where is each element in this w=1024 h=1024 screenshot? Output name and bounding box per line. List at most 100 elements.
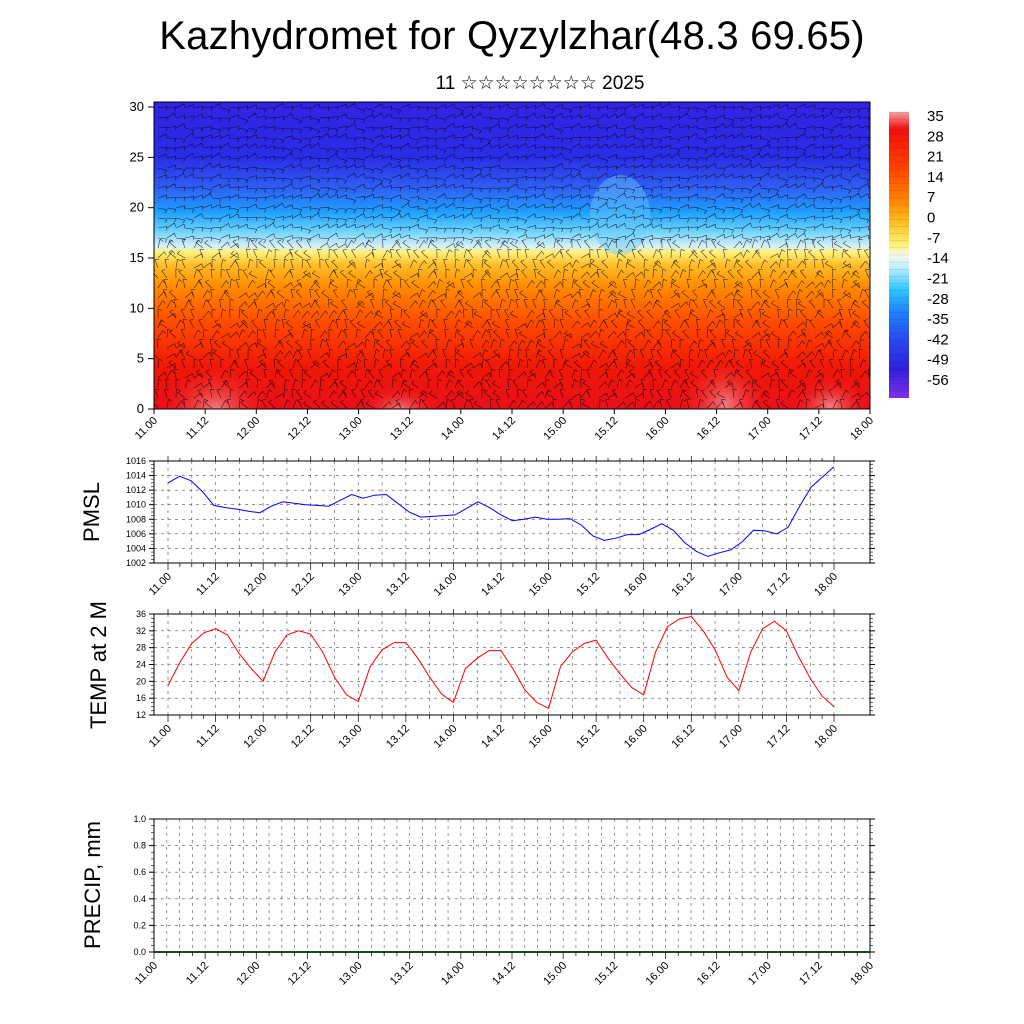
wind-barb [202, 146, 212, 149]
wind-barb [598, 165, 608, 169]
wind-barb [690, 312, 699, 319]
wind-barb [454, 310, 460, 319]
wind-barb-flag [552, 173, 554, 178]
wind-barb [458, 300, 465, 309]
wind-barb [616, 269, 622, 279]
wind-barb-flag [725, 328, 730, 331]
wind-barb-flag [833, 240, 838, 244]
wind-barb [355, 341, 363, 349]
wind-barb [391, 134, 401, 139]
wind-barb-flag [222, 340, 226, 344]
wind-barb-flag [465, 320, 469, 324]
wind-barb-flag [687, 108, 690, 112]
wind-barb-flag [696, 328, 701, 331]
wind-barb-flag [182, 169, 186, 174]
wind-barb-flag [316, 280, 319, 285]
wind-barb-flag [399, 233, 401, 238]
wind-barb [259, 361, 267, 369]
wind-barb-flag [796, 146, 798, 151]
wind-barb [204, 242, 213, 249]
wind-barb [463, 259, 467, 269]
wind-barb-flag [264, 188, 267, 193]
wind-barb [220, 117, 231, 119]
wind-barb [337, 310, 344, 319]
wind-barb [456, 392, 465, 399]
wind-barb [492, 383, 501, 389]
wind-barb-flag [799, 309, 804, 312]
wind-barb-flag [381, 233, 383, 238]
wind-barb [832, 144, 842, 149]
wind-barb [543, 329, 546, 339]
wind-barb-flag [326, 168, 330, 173]
wind-barb [679, 164, 689, 169]
wind-barb [244, 359, 249, 369]
wind-barb [382, 249, 388, 259]
wind-barb [706, 309, 711, 319]
wind-barb-flag [498, 368, 503, 371]
wind-barb-flag [674, 379, 678, 383]
wind-barb [283, 299, 287, 309]
wind-barb [841, 177, 851, 181]
wind-barb-flag [327, 207, 330, 212]
wind-barb [652, 400, 659, 409]
wind-barb-flag [328, 298, 333, 301]
wind-barb-flag [580, 398, 585, 401]
wind-barb [229, 166, 239, 169]
wind-barb-flag [326, 352, 329, 357]
wind-barb-flag [484, 239, 489, 242]
wind-barb-flag [641, 139, 645, 144]
wind-barb-flag [393, 270, 398, 274]
wind-barb [564, 333, 573, 339]
wind-barb [289, 269, 294, 279]
wind-barb-flag [493, 339, 498, 342]
wind-barb-flag [710, 289, 715, 291]
wind-barb [519, 333, 528, 339]
wind-barb-flag [543, 333, 545, 338]
wind-barb [816, 272, 825, 279]
wind-barb [805, 136, 815, 139]
wind-barb [184, 127, 194, 131]
wind-barb-flag [219, 198, 222, 203]
wind-barb [742, 215, 752, 219]
wind-barb-flag [773, 269, 777, 273]
wind-barb [544, 185, 554, 189]
wind-barb-flag [564, 360, 568, 364]
wind-barb-flag [192, 208, 195, 213]
wind-barb-flag [330, 400, 335, 403]
wind-barb [733, 281, 741, 289]
wind-barb-flag [214, 339, 218, 343]
wind-barb-flag [435, 338, 440, 341]
wind-barb-flag [741, 118, 744, 123]
wind-barb-flag [290, 179, 294, 184]
wind-barb [193, 237, 203, 240]
wind-barb-flag [257, 340, 262, 344]
wind-barb [522, 390, 528, 399]
wind-barb-flag [303, 270, 307, 274]
wind-barb [282, 319, 285, 329]
cs-y-tick-label: 15 [130, 250, 144, 265]
wind-barb-flag [630, 299, 635, 301]
wind-barb [763, 331, 771, 339]
wind-barb [628, 341, 636, 349]
wind-barb [365, 403, 375, 409]
wind-barb [623, 299, 627, 309]
wind-barb-flag [435, 168, 438, 173]
wind-barb [324, 259, 330, 269]
wind-barb-flag [462, 237, 465, 242]
wind-barb-flag [696, 146, 699, 151]
wind-barb [472, 241, 480, 249]
wind-barb [220, 259, 223, 269]
wind-barb-flag [543, 298, 548, 301]
wind-barb-flag [506, 230, 509, 234]
wind-barb-flag [795, 203, 797, 208]
wind-barb [229, 126, 239, 129]
wind-barb [175, 173, 184, 179]
wind-barb-flag [812, 188, 816, 193]
wind-barb [373, 142, 382, 149]
wind-barb-flag [501, 240, 505, 244]
wind-barb [346, 237, 357, 239]
wind-barb [724, 106, 734, 109]
wind-barb [220, 234, 230, 239]
wind-barb [814, 342, 823, 349]
wind-barb [508, 358, 510, 369]
